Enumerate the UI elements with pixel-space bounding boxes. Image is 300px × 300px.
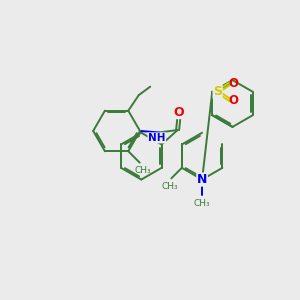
Text: O: O	[229, 94, 239, 107]
Text: O: O	[174, 106, 184, 118]
Text: CH₃: CH₃	[194, 199, 210, 208]
Text: O: O	[229, 77, 239, 90]
Text: NH: NH	[148, 133, 166, 143]
Text: S: S	[213, 85, 222, 98]
Text: N: N	[197, 173, 207, 186]
Text: CH₃: CH₃	[161, 182, 178, 191]
Text: CH₃: CH₃	[135, 166, 152, 175]
